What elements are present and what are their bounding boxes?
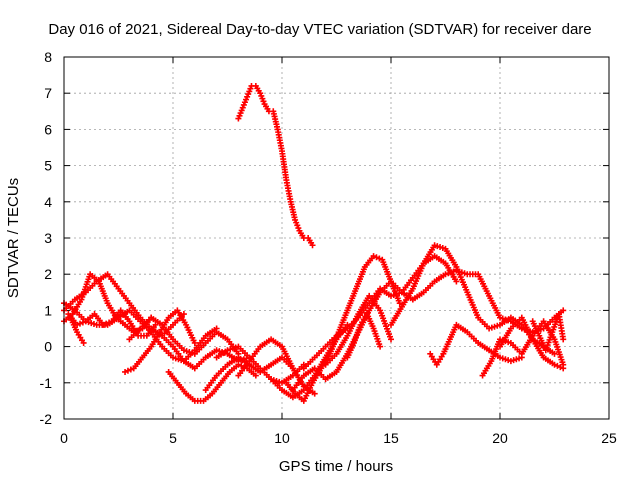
series-arc-25 (497, 314, 567, 372)
data-point (560, 307, 567, 314)
series-arc-10 (165, 361, 259, 404)
trace-marker (373, 254, 380, 261)
x-tick-label: 5 (169, 430, 177, 446)
data-point (388, 336, 394, 343)
data-point (377, 343, 384, 350)
data-point (396, 300, 403, 307)
x-tick-label: 25 (601, 430, 617, 446)
series-arc-14 (235, 82, 316, 249)
axis-ticks: 0 5 10 15 20 25 -2 -1 0 1 2 3 4 5 6 7 8 (40, 49, 617, 446)
y-tick-label: 5 (44, 158, 52, 174)
x-tick-label: 10 (274, 430, 290, 446)
series-arc-5 (67, 314, 87, 346)
trace-marker (127, 366, 134, 373)
series-arc-6 (122, 307, 198, 375)
series-arc-19 (322, 292, 394, 368)
data-point (309, 242, 316, 249)
data-point (252, 372, 259, 379)
gridlines (64, 57, 609, 419)
series-arc-4 (65, 307, 159, 339)
y-tick-label: 0 (44, 339, 52, 355)
series-arc-23 (427, 321, 525, 368)
series-arc-22 (409, 267, 567, 336)
data-point (180, 311, 187, 318)
series-arc-13 (235, 336, 318, 397)
y-tick-label: 1 (44, 302, 52, 318)
y-tick-label: -2 (40, 411, 53, 427)
data-point (551, 350, 558, 357)
trace-marker (124, 367, 131, 374)
plot-frame (63, 56, 610, 420)
y-tick-label: 6 (44, 121, 52, 137)
data-point (80, 339, 87, 346)
y-tick-label: 7 (44, 85, 52, 101)
y-tick-label: -1 (40, 375, 53, 391)
data-points (61, 82, 567, 404)
data-point (191, 339, 198, 346)
chart-title: Day 016 of 2021, Sidereal Day-to-day VTE… (48, 21, 591, 38)
data-point (213, 325, 220, 332)
y-axis-label: SDTVAR / TECUs (5, 178, 22, 298)
series-arc-20 (344, 311, 384, 361)
data-point (311, 390, 318, 397)
trace-marker (79, 319, 86, 326)
data-point (453, 278, 460, 285)
y-tick-label: 8 (44, 49, 52, 65)
trace-marker (76, 320, 83, 327)
x-tick-label: 15 (383, 430, 399, 446)
x-tick-label: 20 (492, 430, 508, 446)
y-tick-label: 4 (44, 194, 52, 210)
data-point (560, 336, 567, 343)
data-point (122, 368, 129, 375)
trace-marker (376, 255, 383, 262)
y-tick-label: 2 (44, 266, 52, 282)
series-arc-26 (529, 311, 567, 354)
y-tick-label: 3 (44, 230, 52, 246)
x-axis-label: GPS time / hours (279, 458, 393, 475)
data-point (560, 365, 567, 372)
x-tick-label: 0 (60, 430, 68, 446)
